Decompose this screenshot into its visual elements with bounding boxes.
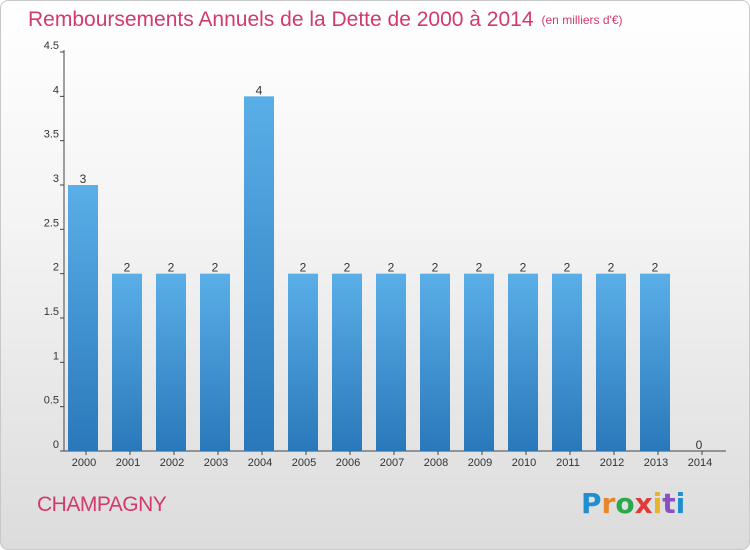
y-tick-label: 1.5 — [44, 306, 59, 318]
data-label: 2 — [300, 261, 307, 275]
x-tick-label: 2011 — [556, 457, 580, 469]
x-tick-label: 2013 — [644, 457, 668, 469]
logo-letter: o — [615, 487, 635, 520]
data-label: 0 — [696, 438, 703, 452]
x-tick-label: 2014 — [688, 457, 712, 469]
x-tick-label: 2000 — [72, 457, 96, 469]
data-label: 4 — [256, 83, 263, 97]
x-tick-label: 2002 — [160, 457, 184, 469]
chart-unit: (en milliers d'€) — [541, 13, 623, 27]
x-tick-label: 2008 — [424, 457, 448, 469]
y-tick-label: 3 — [53, 173, 59, 185]
x-tick-label: 2004 — [248, 457, 272, 469]
y-tick-label: 3.5 — [44, 129, 59, 141]
y-tick-label: 0.5 — [44, 395, 59, 407]
bar — [640, 273, 670, 451]
data-label: 2 — [212, 261, 219, 275]
proxiti-logo: Proxiti — [581, 487, 685, 520]
data-label: 2 — [432, 261, 439, 275]
y-tick-label: 1 — [53, 350, 59, 362]
chart-title-text: Remboursements Annuels de la Dette de 20… — [28, 8, 534, 31]
labels: 2000 3 2001 2 2002 2 2003 2 2004 4 2005 2 2006 2 2007 2… — [72, 83, 712, 469]
y-tick-label: 4.5 — [44, 40, 59, 52]
bar — [288, 273, 318, 451]
data-label: 2 — [168, 261, 175, 275]
bar — [68, 185, 98, 451]
bar — [376, 273, 406, 451]
data-label: 2 — [564, 261, 571, 275]
logo-letter: x — [634, 487, 653, 520]
logo-letter: t — [662, 487, 676, 520]
x-tick-label: 2012 — [600, 457, 624, 469]
logo-letter: i — [675, 487, 686, 520]
bar — [596, 273, 626, 451]
y-tick-label: 2.5 — [44, 217, 59, 229]
bar — [464, 273, 494, 451]
data-label: 2 — [652, 261, 659, 275]
bar — [552, 273, 582, 451]
data-label: 2 — [608, 261, 615, 275]
x-tick-label: 2006 — [336, 457, 360, 469]
x-tick-label: 2003 — [204, 457, 228, 469]
y-tick-label: 0 — [53, 439, 59, 451]
x-tick-label: 2005 — [292, 457, 316, 469]
x-tick-label: 2010 — [512, 457, 536, 469]
city-name: CHAMPAGNY — [37, 493, 167, 516]
bar — [420, 273, 450, 451]
x-tick-label: 2007 — [380, 457, 404, 469]
data-label: 3 — [80, 172, 87, 186]
bar — [508, 273, 538, 451]
y-tick-label: 2 — [53, 262, 59, 274]
logo-letter: P — [581, 487, 602, 520]
bar — [156, 273, 186, 451]
bars — [68, 96, 670, 451]
data-label: 2 — [476, 261, 483, 275]
x-tick-label: 2009 — [468, 457, 492, 469]
data-label: 2 — [388, 261, 395, 275]
data-label: 2 — [520, 261, 527, 275]
data-label: 2 — [124, 261, 131, 275]
bar — [332, 273, 362, 451]
logo-letter: i — [652, 487, 663, 520]
bar — [200, 273, 230, 451]
bar — [112, 273, 142, 451]
x-tick-label: 2001 — [116, 457, 140, 469]
bar — [244, 96, 274, 451]
chart-title: Remboursements Annuels de la Dette de 20… — [28, 8, 623, 32]
logo-letter: r — [601, 487, 616, 520]
data-label: 2 — [344, 261, 351, 275]
y-tick-label: 4 — [53, 84, 59, 96]
